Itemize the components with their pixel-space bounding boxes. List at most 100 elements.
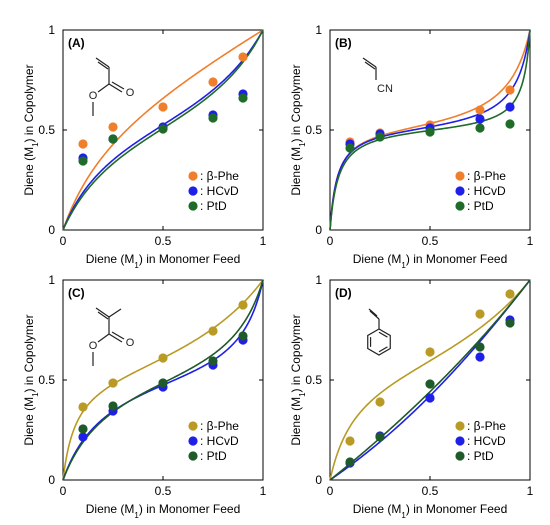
data-point: [425, 393, 435, 403]
data-point: [475, 105, 485, 115]
data-point: [208, 326, 218, 336]
y-axis-label: Diene (M1) in Copolymer: [289, 64, 307, 195]
y-tick-label: 0: [315, 223, 322, 237]
y-tick-label: 0.5: [38, 123, 55, 137]
data-point: [238, 93, 248, 103]
ester-bond: [97, 83, 110, 93]
benzene-ring: [367, 328, 391, 356]
y-tick-label: 1: [48, 23, 55, 37]
data-point: [78, 156, 88, 166]
data-point: [238, 300, 248, 310]
legend-marker: [188, 436, 198, 446]
legend-entry: : β-Phe: [467, 419, 506, 433]
series-line-0: [62, 29, 264, 231]
data-point: [375, 397, 385, 407]
y-tick-label: 1: [48, 273, 55, 287]
data-point: [425, 379, 435, 389]
data-point: [108, 122, 118, 132]
nitrile-label: CN: [377, 83, 393, 95]
legend-marker: [188, 451, 198, 461]
legend-entry: : PtD: [200, 449, 227, 463]
legend-entry: : β-Phe: [200, 169, 239, 183]
y-tick-label: 0: [48, 473, 55, 487]
legend-entry: : β-Phe: [467, 169, 506, 183]
monomer-structure: OO: [89, 57, 135, 116]
legend-marker: [188, 421, 198, 431]
x-tick-label: 0.5: [155, 484, 172, 498]
monomer-structure: [367, 308, 391, 356]
data-point: [475, 352, 485, 362]
y-axis-label: Diene (M1) in Copolymer: [22, 314, 40, 445]
carbonyl-double-bond: [111, 81, 125, 90]
x-tick-label: 0: [327, 484, 334, 498]
data-point: [78, 432, 88, 442]
ester-oxygen-label: O: [89, 340, 98, 352]
vinyl-bond: [95, 57, 110, 68]
panel-label: (C): [68, 286, 85, 300]
series-line-2: [329, 279, 531, 481]
data-point: [505, 289, 515, 299]
chart-panel-b: 00 0.5 0.5 1 1 Diene (M1) in Monomer Feed Dien…: [289, 23, 534, 270]
x-tick-label: 1: [260, 484, 267, 498]
data-point: [425, 127, 435, 137]
legend-entry: : HCvD: [200, 184, 239, 198]
carbonyl-oxygen-label: O: [126, 337, 135, 349]
vinyl-bond: [369, 310, 380, 320]
data-point: [375, 432, 385, 442]
x-tick-label: 0.5: [422, 484, 439, 498]
y-tick-label: 0.5: [305, 123, 322, 137]
x-tick-label: 0: [327, 234, 334, 248]
data-point: [208, 113, 218, 123]
vinyl-double-bond: [97, 61, 109, 70]
vinyl-bond: [95, 307, 110, 318]
data-point: [208, 356, 218, 366]
legend-entry: : PtD: [467, 199, 494, 213]
legend-marker: [455, 201, 465, 211]
carbonyl-oxygen-label: O: [126, 87, 135, 99]
ester-bond: [97, 333, 110, 343]
x-tick-label: 0.5: [155, 234, 172, 248]
x-tick-label: 0.5: [422, 234, 439, 248]
methyl-bond: [108, 308, 122, 318]
panel-label: (D): [335, 286, 352, 300]
data-point: [78, 424, 88, 434]
y-axis-label: Diene (M1) in Copolymer: [289, 314, 307, 445]
y-tick-label: 1: [315, 273, 322, 287]
data-point: [475, 123, 485, 133]
legend: : β-Phe: HCvD: PtD: [455, 169, 506, 213]
panel-label: (A): [68, 36, 85, 50]
chart-panel-a: 00 0.5 0.5 1 1 Diene (M1) in Monomer Feed Dien…: [22, 23, 267, 270]
data-point: [108, 134, 118, 144]
chart-panel-d: 00 0.5 0.5 1 1 Diene (M1) in Monomer Feed Dien…: [289, 273, 534, 520]
data-point: [505, 119, 515, 129]
x-tick-label: 0: [60, 484, 67, 498]
data-point: [505, 102, 515, 112]
x-tick-label: 1: [260, 234, 267, 248]
ring-double-bond: [378, 331, 388, 338]
data-point: [108, 401, 118, 411]
data-point: [238, 52, 248, 62]
carbonyl-bond: [108, 83, 123, 93]
x-axis-label: Diene (M1) in Monomer Feed: [86, 502, 241, 520]
y-tick-label: 1: [315, 23, 322, 37]
y-tick-label: 0: [315, 473, 322, 487]
chart-panel-c: 00 0.5 0.5 1 1 Diene (M1) in Monomer Feed Dien…: [22, 273, 267, 520]
vinyl-double-bond: [97, 311, 109, 320]
data-point: [505, 85, 515, 95]
data-point: [345, 143, 355, 153]
legend-entry: : HCvD: [467, 184, 506, 198]
data-point: [158, 102, 168, 112]
data-point: [345, 436, 355, 446]
data-point: [108, 378, 118, 388]
data-point: [345, 457, 355, 467]
legend-entry: : HCvD: [200, 434, 239, 448]
x-axis-label: Diene (M1) in Monomer Feed: [353, 502, 508, 520]
data-point: [158, 124, 168, 134]
legend-marker: [455, 421, 465, 431]
legend-marker: [455, 171, 465, 181]
panel-label: (B): [335, 36, 352, 50]
legend: : β-Phe: HCvD: PtD: [188, 419, 239, 463]
legend-marker: [455, 451, 465, 461]
y-axis-label: Diene (M1) in Copolymer: [22, 64, 40, 195]
